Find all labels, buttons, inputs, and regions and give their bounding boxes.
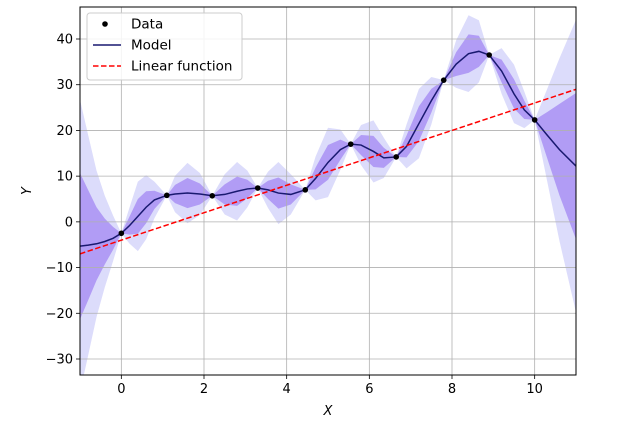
y-tick-label: −30: [46, 353, 73, 368]
uncertainty-band-outer: [80, 15, 576, 375]
x-tick-label: 6: [365, 382, 373, 397]
data-point: [164, 192, 170, 199]
ticks: 0 2 4 6 8 10 −30 −20 −10 0 10 20 30 40: [46, 33, 543, 398]
y-axis-label: Y: [20, 186, 35, 195]
data-point: [302, 187, 309, 193]
y-tick-label: −20: [46, 307, 73, 322]
legend-entry: Data: [131, 17, 163, 33]
uncertainty-bands: [80, 15, 576, 375]
legend-entry: Linear function: [131, 59, 232, 75]
series-layer: [80, 50, 576, 255]
data-point: [118, 230, 125, 237]
x-tick-label: 0: [117, 382, 125, 397]
legend: Data Model Linear function: [86, 12, 243, 81]
data-point: [393, 154, 400, 160]
y-tick-label: −10: [46, 261, 73, 276]
plot-frame: [79, 6, 577, 376]
data-point: [209, 193, 216, 199]
x-axis-label: X: [323, 404, 334, 419]
data-point: [347, 141, 354, 147]
data-point: [254, 185, 261, 191]
legend-entry: Model: [131, 38, 172, 54]
x-tick-label: 4: [283, 382, 291, 397]
uncertainty-band-inner: [80, 34, 576, 320]
linear-function-line: [80, 88, 576, 255]
x-tick-label: 10: [526, 382, 543, 397]
x-tick-label: 2: [200, 382, 208, 397]
y-tick-label: 10: [56, 170, 73, 185]
y-tick-label: 0: [65, 215, 73, 230]
legend-box: [86, 12, 243, 81]
legend-swatch-data: [102, 21, 108, 27]
x-tick-label: 8: [448, 382, 456, 397]
data-point: [486, 52, 493, 58]
y-tick-label: 30: [56, 78, 73, 93]
y-tick-label: 40: [56, 33, 73, 48]
data-point: [440, 77, 447, 83]
y-tick-label: 20: [56, 124, 73, 139]
data-point: [531, 117, 538, 123]
model-line: [80, 50, 576, 247]
